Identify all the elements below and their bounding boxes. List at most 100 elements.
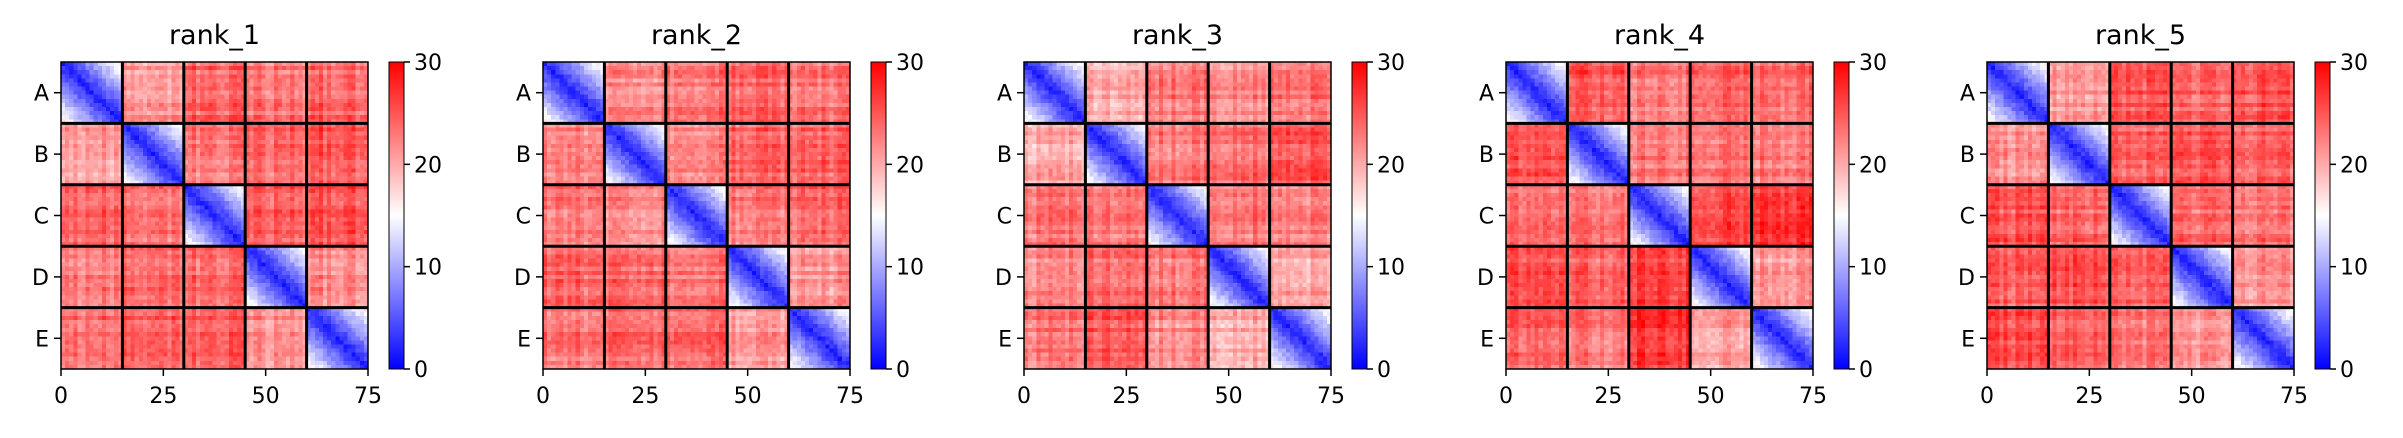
heatmap-cell bbox=[302, 299, 307, 304]
heatmap-cell bbox=[363, 307, 368, 312]
heatmap-cell bbox=[290, 135, 295, 140]
heatmap-cell bbox=[224, 78, 229, 83]
heatmap-cell bbox=[327, 90, 332, 95]
heatmap-cell bbox=[73, 311, 78, 316]
heatmap-cell bbox=[355, 90, 360, 95]
heatmap-cell bbox=[363, 115, 368, 120]
heatmap-cell bbox=[257, 66, 262, 71]
heatmap-cell bbox=[339, 315, 344, 320]
heatmap-cell bbox=[126, 299, 131, 304]
heatmap-cell bbox=[232, 188, 238, 194]
heatmap-cell bbox=[118, 229, 123, 235]
heatmap-cell bbox=[310, 205, 315, 210]
heatmap-cell bbox=[269, 233, 274, 239]
heatmap-cell bbox=[138, 102, 143, 108]
heatmap-cell bbox=[351, 254, 356, 259]
heatmap-cell bbox=[228, 291, 234, 296]
heatmap-cell bbox=[322, 283, 328, 288]
heatmap-cell bbox=[294, 238, 299, 243]
heatmap-cell bbox=[106, 254, 111, 259]
heatmap-cell bbox=[196, 229, 201, 235]
heatmap-cell bbox=[273, 164, 279, 169]
heatmap-cell bbox=[138, 119, 143, 124]
heatmap-cell bbox=[159, 250, 164, 255]
heatmap-cell bbox=[93, 258, 98, 263]
heatmap-cell bbox=[265, 319, 270, 325]
heatmap-cell bbox=[286, 315, 291, 320]
heatmap-cell bbox=[261, 270, 266, 275]
heatmap-cell bbox=[61, 254, 66, 259]
heatmap-cell bbox=[208, 262, 213, 267]
heatmap-cell bbox=[302, 184, 307, 189]
heatmap-cell bbox=[322, 258, 328, 263]
heatmap-cell bbox=[183, 94, 188, 99]
heatmap-cell bbox=[187, 287, 193, 292]
heatmap-cell bbox=[204, 90, 209, 95]
heatmap-cell bbox=[269, 127, 274, 132]
heatmap-cell bbox=[269, 258, 274, 263]
heatmap-cell bbox=[85, 246, 90, 251]
heatmap-cell bbox=[290, 266, 295, 271]
heatmap-cell bbox=[183, 86, 188, 91]
heatmap-cell bbox=[327, 127, 332, 132]
heatmap-cell bbox=[167, 156, 172, 161]
heatmap-cell bbox=[351, 192, 356, 198]
heatmap-cell bbox=[61, 131, 66, 136]
heatmap-cell bbox=[359, 70, 364, 75]
heatmap-cell bbox=[355, 229, 360, 235]
heatmap-cell bbox=[298, 229, 303, 235]
heatmap-cell bbox=[159, 291, 164, 296]
heatmap-cell bbox=[335, 233, 340, 239]
heatmap-cell bbox=[282, 262, 287, 267]
heatmap-cell bbox=[65, 319, 70, 325]
heatmap-cell bbox=[306, 86, 311, 91]
heatmap-cell bbox=[69, 192, 74, 198]
heatmap-cell bbox=[310, 172, 315, 177]
heatmap-cell bbox=[302, 74, 307, 79]
heatmap-cell bbox=[327, 221, 332, 226]
heatmap-cell bbox=[61, 119, 66, 124]
heatmap-cell bbox=[318, 94, 324, 99]
heatmap-cell bbox=[175, 86, 180, 91]
heatmap-cell bbox=[339, 299, 344, 304]
heatmap-cell bbox=[89, 147, 94, 153]
heatmap-cell bbox=[142, 152, 148, 157]
heatmap-cell bbox=[237, 62, 242, 67]
heatmap-cell bbox=[167, 295, 172, 300]
heatmap-cell bbox=[126, 266, 131, 271]
heatmap-cell bbox=[237, 201, 242, 206]
heatmap-cell bbox=[159, 299, 164, 304]
heatmap-cell bbox=[179, 143, 184, 149]
heatmap-cell bbox=[269, 62, 274, 67]
heatmap-cell bbox=[175, 143, 180, 149]
heatmap-cell bbox=[110, 233, 115, 239]
heatmap-cell bbox=[310, 139, 315, 144]
heatmap-cell bbox=[265, 143, 270, 149]
heatmap-cell bbox=[310, 307, 315, 312]
heatmap-cell bbox=[175, 188, 180, 194]
heatmap-cell bbox=[175, 233, 180, 239]
heatmap-cell bbox=[130, 278, 135, 284]
heatmap-cell bbox=[204, 311, 209, 316]
heatmap-cell bbox=[130, 86, 135, 91]
heatmap-cell bbox=[163, 246, 168, 251]
heatmap-cell bbox=[89, 217, 94, 222]
heatmap-cell bbox=[363, 217, 368, 222]
heatmap-cell bbox=[89, 229, 94, 235]
heatmap-cell bbox=[77, 291, 82, 296]
heatmap-cell bbox=[155, 192, 160, 198]
heatmap-cell bbox=[159, 115, 164, 120]
heatmap-cell bbox=[335, 283, 340, 288]
heatmap-cell bbox=[355, 307, 360, 312]
heatmap-cell bbox=[331, 283, 336, 288]
heatmap-cell bbox=[163, 62, 168, 67]
heatmap-cell bbox=[232, 238, 238, 243]
heatmap-cell bbox=[232, 172, 238, 177]
heatmap-cell bbox=[61, 62, 66, 67]
heatmap-cell bbox=[216, 299, 221, 304]
heatmap-cell bbox=[241, 102, 246, 108]
heatmap-cell bbox=[314, 164, 319, 169]
heatmap-cell bbox=[261, 62, 266, 67]
heatmap-cell bbox=[220, 303, 225, 308]
heatmap-cell bbox=[335, 201, 340, 206]
